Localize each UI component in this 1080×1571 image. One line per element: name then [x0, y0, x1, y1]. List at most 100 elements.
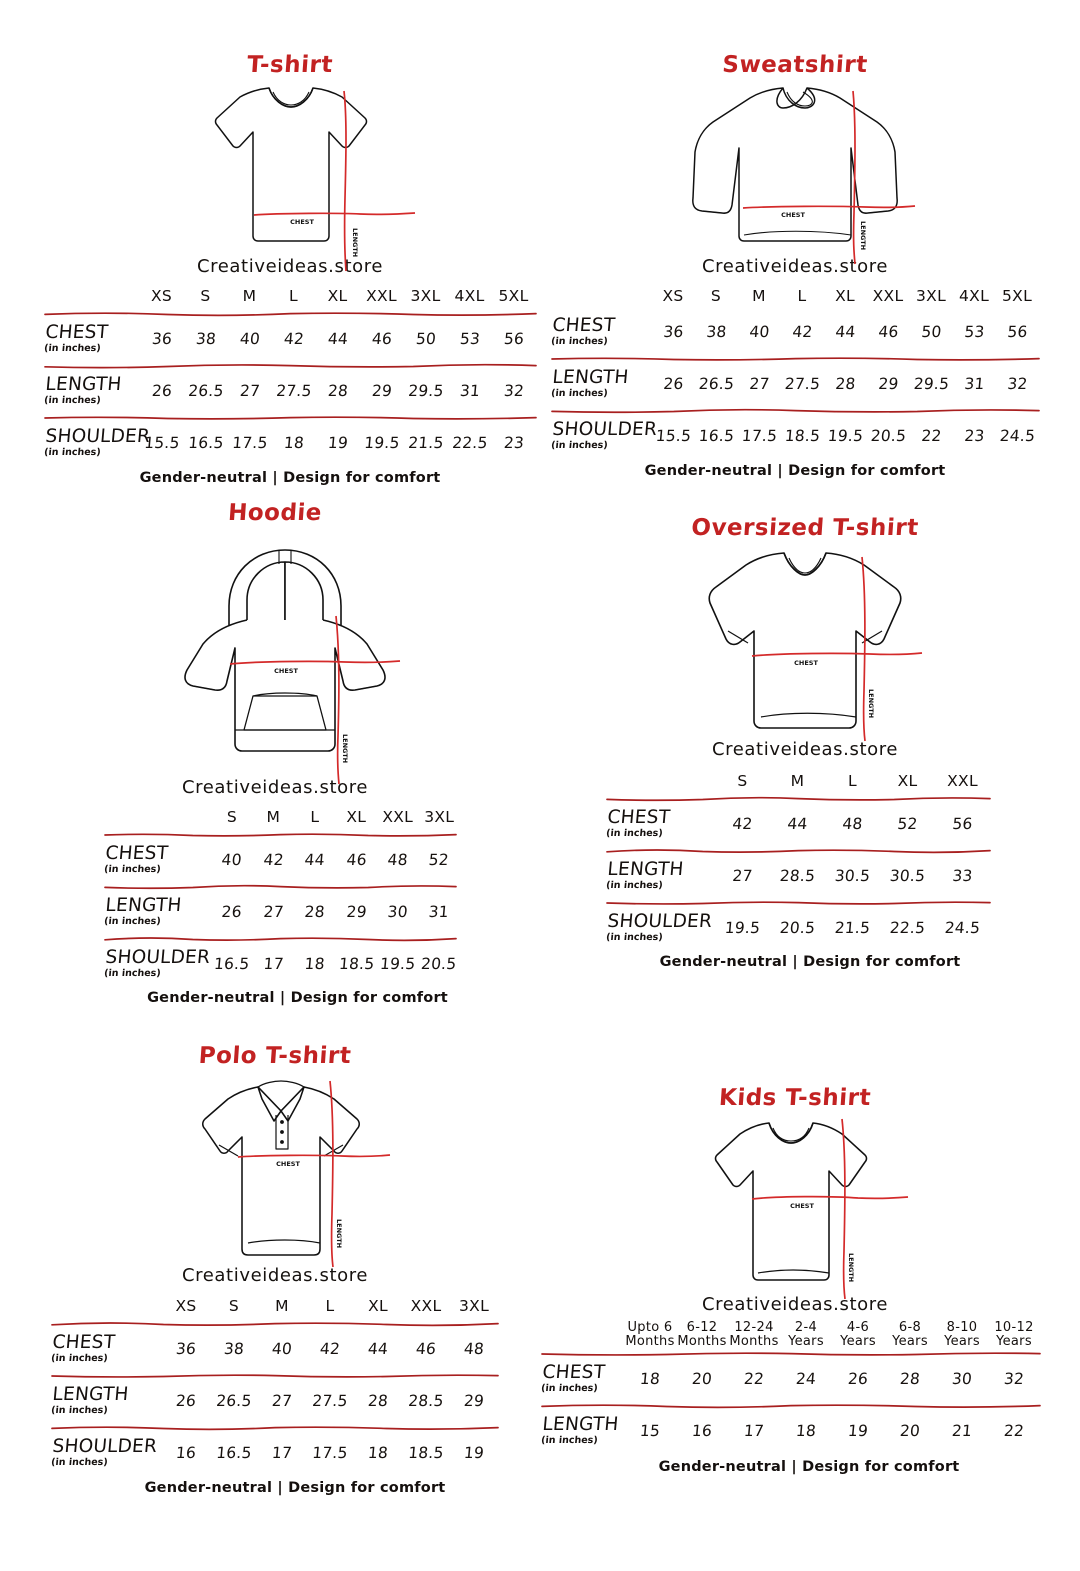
- garment-illustration-kids: CHEST LENGTH: [540, 1111, 1050, 1300]
- measurement-value: 21.5: [834, 918, 871, 937]
- brand-label: Creativeideas.store: [181, 1265, 369, 1286]
- measurement-value: 18: [282, 433, 305, 452]
- brand-label: Creativeideas.store: [701, 256, 889, 277]
- measurement-value: 30: [386, 902, 409, 921]
- tagline: Gender-neutral | Design for comfort: [658, 1459, 960, 1476]
- measurement-name: SHOULDER: [51, 1436, 158, 1457]
- measurement-value: 31: [963, 374, 985, 393]
- row-label-shoulder: SHOULDER (in inches): [43, 420, 150, 465]
- size-header-l: L: [289, 286, 298, 305]
- measurement-value: 38: [705, 322, 727, 341]
- tagline: Gender-neutral | Design for comfort: [144, 1480, 446, 1496]
- measurement-unit: (in inches): [103, 863, 162, 875]
- size-header-3xl: 3XL: [915, 286, 946, 305]
- measurement-value: 29: [345, 902, 368, 921]
- measurement-value: 21: [951, 1421, 973, 1440]
- measurement-value: 20: [691, 1369, 713, 1388]
- measurement-name: SHOULDER: [551, 419, 658, 440]
- measurement-row: CHEST (in inches) 18 20 22 24 26 28 30 32: [541, 1356, 1040, 1401]
- size-header-xxl: XXL: [366, 286, 397, 305]
- measurement-value: 18.5: [783, 426, 821, 445]
- measurement-name: SHOULDER: [44, 426, 151, 447]
- measurement-row: LENGTH (in inches) 26 26.5 27 27.5 28 29 29.5 31 3…: [43, 368, 536, 413]
- measurement-unit: (in inches): [103, 915, 162, 927]
- panel-polo-tshirt: Polo T-shirt: [30, 1043, 520, 1496]
- panel-hoodie: Hoodie: [40, 500, 510, 1006]
- measurement-value: 42: [282, 329, 305, 348]
- chest-line-label: CHEST: [794, 659, 818, 667]
- size-header-5xl: 5XL: [1001, 286, 1032, 305]
- measurement-value: 16: [691, 1421, 713, 1440]
- measurement-value: 17.5: [740, 426, 778, 445]
- length-line-label: LENGTH: [867, 689, 875, 718]
- measurement-value: 28.5: [407, 1391, 445, 1410]
- chest-line-label: CHEST: [274, 667, 298, 675]
- measurement-value: 31: [458, 381, 481, 400]
- size-table-wrapper-kids: Upto 6 Months 6-12 Months 12-24 Months 2-4 Year…: [540, 1320, 1050, 1453]
- measurement-value: 29: [877, 374, 899, 393]
- measurement-unit: (in inches): [103, 967, 162, 979]
- measurement-row: CHEST (in inches) 40 42 44 46 48 52: [103, 837, 460, 882]
- measurement-value: 19.5: [826, 426, 864, 445]
- measurement-value: 17.5: [231, 433, 268, 452]
- measurement-value: 26: [221, 902, 243, 921]
- size-header-m: M: [266, 807, 281, 826]
- measurement-value: 48: [841, 814, 864, 833]
- size-header-xl: XL: [368, 1296, 388, 1315]
- measurement-value: 40: [238, 329, 261, 348]
- size-table-oversized: S M L XL XXL CHEST (in inches) 42 44 48 52 56 LENGTH…: [605, 768, 991, 950]
- measurement-value: 19: [847, 1421, 869, 1440]
- row-separator: [550, 354, 1040, 361]
- size-header-2-4-years: 2-4 Years: [788, 1320, 824, 1350]
- measurement-value: 30.5: [889, 866, 926, 885]
- measurement-value: 40: [748, 322, 770, 341]
- measurement-value: 15.5: [143, 433, 180, 452]
- row-separator: [104, 934, 460, 941]
- measurement-value: 18: [303, 954, 326, 973]
- header-corner-spacer: [552, 283, 652, 309]
- size-table-wrapper-hoodie: S M L XL XXL 3XL CHEST (in inches) 40 42 44 46 48 52 L…: [40, 804, 510, 986]
- measurement-value: 44: [326, 329, 349, 348]
- panel-kids-tshirt: Kids T-shirt CHEST LENGTH Creativeideas.…: [540, 1085, 1050, 1475]
- measurement-row: SHOULDER (in inches) 19.5 20.5 21.5 22.5 24.5: [606, 905, 990, 950]
- brand-label: Creativeideas.store: [181, 777, 369, 798]
- row-separator: [43, 361, 537, 368]
- size-header-l: L: [310, 807, 320, 826]
- size-header-m: M: [752, 286, 766, 305]
- measurement-name: LENGTH: [551, 367, 629, 388]
- measurement-value: 33: [951, 866, 974, 885]
- measurement-value: 42: [731, 814, 754, 833]
- tagline: Gender-neutral | Design for comfort: [659, 954, 961, 970]
- row-label-chest: CHEST (in inches): [605, 801, 717, 846]
- size-header-s: S: [710, 286, 722, 305]
- size-header-xxl: XXL: [410, 1296, 442, 1315]
- measurement-value: 36: [175, 1339, 197, 1358]
- measurement-value: 29: [370, 381, 393, 400]
- measurement-unit: (in inches): [43, 446, 101, 458]
- measurement-value: 53: [458, 329, 481, 348]
- measurement-value: 19.5: [724, 918, 761, 937]
- panel-title-kids-tshirt: Kids T-shirt: [718, 1085, 872, 1111]
- measurement-value: 32: [1006, 374, 1028, 393]
- measurement-value: 27: [238, 381, 261, 400]
- header-corner-spacer: [542, 1321, 624, 1349]
- measurement-row: SHOULDER (in inches) 16 16.5 17 17.5 18 18.5 19: [51, 1430, 498, 1475]
- measurement-value: 23: [963, 426, 985, 445]
- row-label-shoulder: SHOULDER (in inches): [550, 413, 658, 458]
- size-header-12-24-months: 12-24 Months: [729, 1320, 779, 1350]
- brand-label: Creativeideas.store: [701, 1294, 889, 1315]
- measurement-value: 46: [877, 322, 899, 341]
- measurement-row: CHEST (in inches) 42 44 48 52 56: [605, 801, 990, 846]
- measurement-value: 44: [367, 1339, 389, 1358]
- header-corner-spacer: [607, 768, 715, 794]
- measurement-value: 20: [899, 1421, 921, 1440]
- tagline: Gender-neutral | Design for comfort: [644, 463, 946, 479]
- size-header-3xl: 3XL: [458, 1296, 489, 1315]
- measurement-value: 27: [748, 374, 770, 393]
- measurement-name: LENGTH: [51, 1384, 130, 1405]
- measurement-value: 38: [194, 329, 217, 348]
- measurement-value: 30.5: [834, 866, 871, 885]
- measurement-value: 44: [303, 850, 326, 869]
- size-header-xxl: XXL: [947, 771, 978, 790]
